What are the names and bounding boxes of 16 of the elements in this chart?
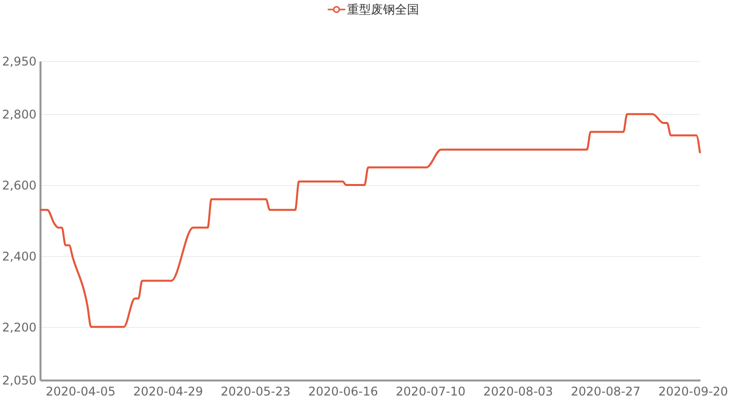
x-tick-label: 2020-09-20: [658, 384, 728, 398]
y-tick-label: 2,800: [2, 108, 36, 122]
y-tick-label: 2,950: [2, 54, 36, 68]
x-tick-label: 2020-05-23: [220, 384, 291, 398]
x-tick-label: 2020-06-16: [308, 384, 378, 398]
x-tick-label: 2020-04-05: [46, 384, 116, 398]
x-tick-label: 2020-04-29: [133, 384, 203, 398]
x-tick-label: 2020-08-03: [483, 384, 554, 398]
y-tick-label: 2,600: [2, 178, 36, 193]
x-tick-label: 2020-07-10: [396, 384, 466, 398]
y-tick-label: 2,050: [2, 374, 36, 388]
y-tick-label: 2,400: [2, 249, 36, 264]
line-series: [39, 113, 701, 328]
y-tick-label: 2,200: [2, 320, 36, 334]
legend-label: 重型废钢全国: [347, 2, 419, 16]
x-tick-label: 2020-08-27: [570, 384, 641, 398]
